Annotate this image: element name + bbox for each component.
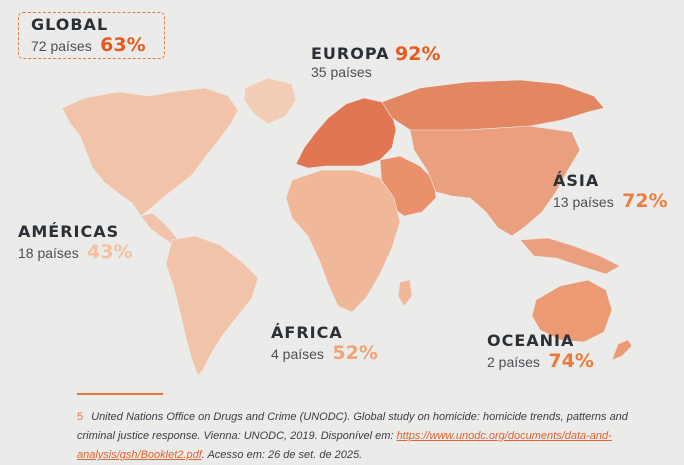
asia-shape [409, 125, 581, 237]
footnote-divider [77, 393, 163, 395]
region-name: ÁSIA [553, 171, 600, 190]
region-percent: 92% [395, 43, 441, 65]
greenland-shape [243, 77, 297, 125]
europe-shape [295, 97, 397, 169]
region-americas: AMÉRICAS 18 países 43% [18, 224, 133, 262]
region-percent: 72% [622, 190, 668, 212]
footnote-text: United Nations Office on Drugs and Crime… [77, 411, 628, 442]
global-highlight-box [18, 12, 165, 59]
region-oceania: OCEANIA 2 países 74% [487, 333, 594, 371]
region-percent: 74% [548, 350, 594, 372]
footnote-link[interactable]: https://www.unodc.org/documents/data-and… [77, 430, 612, 461]
region-europa: EUROPA 35 países 92% [311, 44, 440, 81]
footnote: 5 United Nations Office on Drugs and Crim… [77, 408, 637, 465]
russia-shape [381, 79, 605, 133]
region-asia: ÁSIA 13 países 72% [553, 173, 668, 211]
region-name: OCEANIA [487, 331, 575, 350]
region-percent: 52% [332, 342, 378, 364]
region-name: GLOBAL [31, 15, 109, 34]
australia-shape [531, 279, 613, 343]
region-country-count: 13 países [553, 194, 614, 210]
africa-shape [285, 169, 401, 313]
madagascar-shape [397, 279, 413, 307]
region-country-count: 2 países [487, 354, 540, 370]
region-percent: 43% [87, 241, 133, 263]
region-global: GLOBAL 72 países 63% [31, 17, 146, 55]
north-america-shape [61, 87, 239, 217]
central-america-shape [140, 212, 179, 245]
region-name: AMÉRICAS [18, 222, 120, 241]
region-percent: 63% [100, 34, 146, 56]
region-country-count: 72 países [31, 38, 92, 54]
southeast-asia-shape [519, 237, 621, 275]
region-country-count: 4 países [271, 346, 324, 362]
region-country-count: 35 países [311, 64, 372, 80]
region-country-count: 18 países [18, 245, 79, 261]
south-america-shape [165, 235, 259, 377]
footnote-text-end: . Acesso em: 26 de set. de 2025. [201, 449, 363, 461]
footnote-number: 5 [77, 411, 84, 423]
new-zealand-shape [611, 339, 633, 361]
region-name: ÁFRICA [271, 323, 343, 342]
region-name: EUROPA [311, 44, 390, 63]
region-africa: ÁFRICA 4 países 52% [271, 325, 378, 363]
